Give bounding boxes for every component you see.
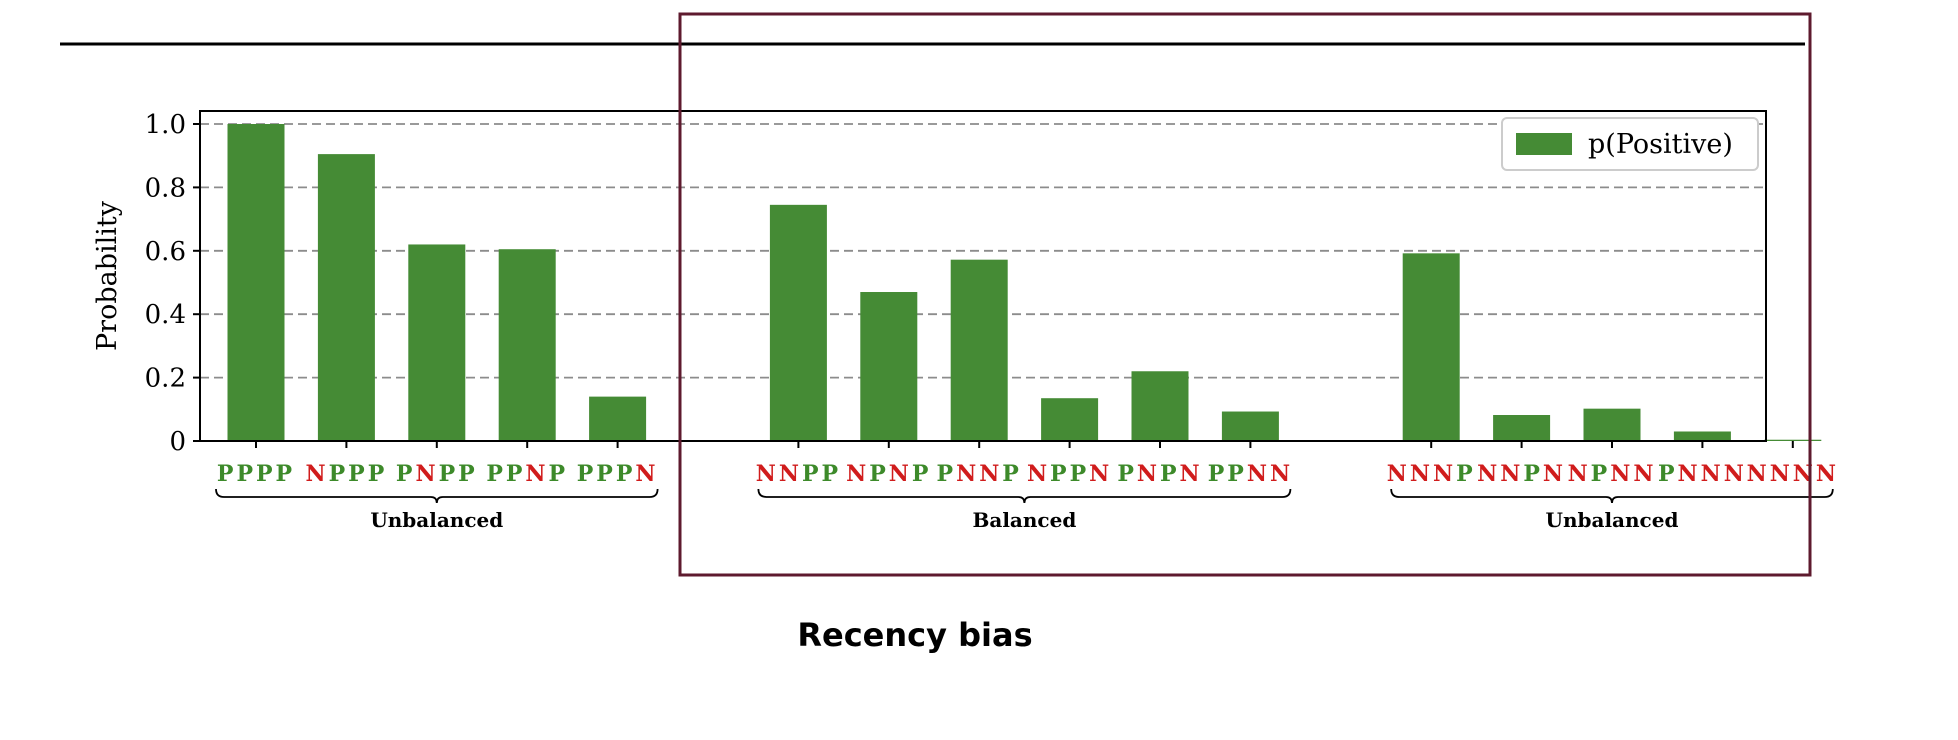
x-tick-label: PNNP: [937, 461, 1022, 487]
bar: [1493, 415, 1551, 441]
x-tick-label: PNPN: [1117, 461, 1202, 487]
group-label: Unbalanced: [1546, 508, 1679, 532]
y-axis-label: Probability: [92, 200, 123, 351]
x-tick-label: NPNP: [846, 461, 931, 487]
bar: [1764, 439, 1822, 441]
bar: [227, 124, 285, 441]
bar: [950, 259, 1008, 441]
x-tick-label: NPPN: [1027, 461, 1112, 487]
x-tick-label: NNPP: [756, 461, 841, 487]
bar: [1673, 431, 1731, 441]
x-tick-label: PPNP: [486, 461, 568, 487]
bar: [408, 244, 466, 441]
highlight-box: [678, 12, 1812, 577]
group-label: Unbalanced: [370, 508, 503, 532]
legend-label: p(Positive): [1588, 129, 1733, 160]
bar: [860, 292, 918, 441]
y-tick-label: 0.4: [145, 300, 186, 330]
group-brace: [1390, 488, 1834, 504]
bar: [1131, 371, 1189, 441]
legend-swatch: [1516, 133, 1572, 155]
group-brace: [757, 488, 1292, 504]
x-tick-label: PNNN: [1658, 461, 1747, 487]
bar: [317, 154, 375, 442]
probability-bar-chart: 0 0.2 0.4 0.6 0.8 1.0 Probability PPPP NPPP PNPP P…: [92, 110, 1839, 532]
bar: [1402, 253, 1460, 441]
y-tick-label: 0.6: [145, 237, 186, 267]
bar: [498, 249, 556, 441]
figure-caption: Recency bias: [797, 616, 1033, 654]
bar: [589, 396, 647, 441]
x-tick-label: PPNN: [1208, 461, 1293, 487]
x-tick-label: PPPP: [217, 461, 295, 487]
x-tick-label: NPNN: [1568, 461, 1657, 487]
x-tick-label: NNNN: [1747, 461, 1839, 487]
bar: [769, 204, 827, 441]
x-tick-label: NPPP: [306, 461, 388, 487]
legend-box: [1501, 117, 1759, 171]
x-tick-label: NNPN: [1477, 461, 1566, 487]
y-tick-label: 0.2: [145, 364, 186, 394]
group-label: Balanced: [972, 508, 1076, 532]
y-tick-label: 0.8: [145, 173, 186, 203]
y-tick-label: 1.0: [145, 110, 186, 140]
bar: [1583, 408, 1641, 441]
plot-frame: [199, 110, 1767, 442]
y-tick-label: 0: [169, 427, 186, 457]
bar: [1221, 411, 1279, 441]
x-tick-label: NNNP: [1387, 461, 1476, 487]
bar: [1041, 398, 1099, 441]
x-tick-label: PPPN: [577, 461, 659, 487]
group-brace: [215, 488, 659, 504]
x-tick-label: PNPP: [396, 461, 478, 487]
